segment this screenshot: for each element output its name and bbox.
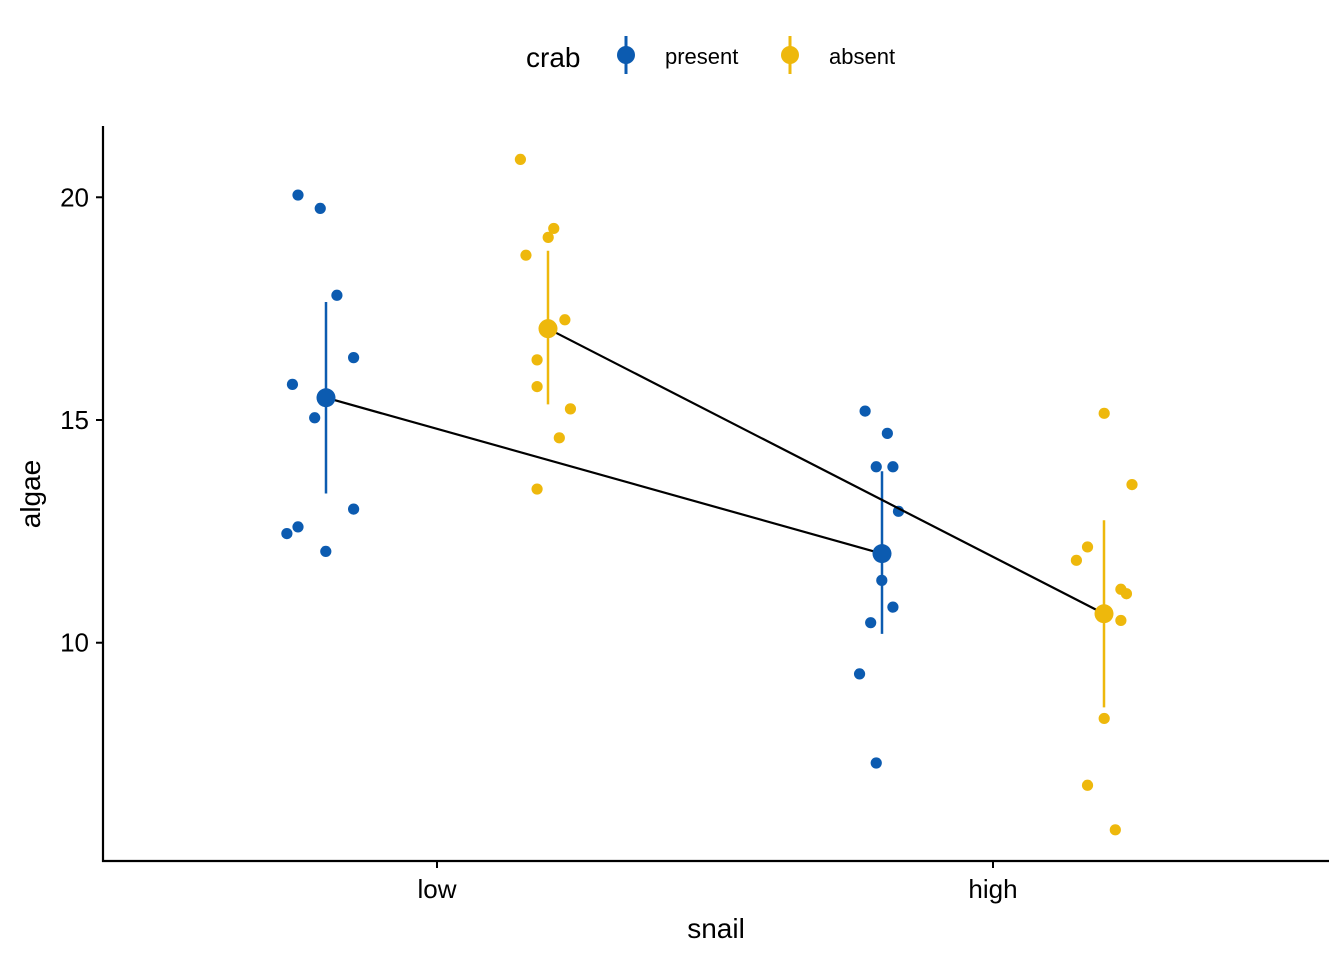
data-point-absent xyxy=(1120,588,1133,600)
legend-key-present-dot xyxy=(617,46,635,64)
x-tick-label: high xyxy=(968,874,1017,904)
mean-line-layer xyxy=(325,327,1105,615)
mean-point-present xyxy=(872,544,892,564)
mean-line-present xyxy=(325,396,883,555)
y-axis-title: algae xyxy=(15,460,46,529)
data-point-absent xyxy=(1098,407,1110,419)
points-layer xyxy=(281,153,1138,836)
data-point-absent xyxy=(553,432,565,444)
y-ticks: 10 15 20 xyxy=(60,182,103,658)
mean-point-absent xyxy=(538,319,558,339)
legend-label-present: present xyxy=(665,44,738,69)
data-point-present xyxy=(887,461,899,473)
data-point-absent xyxy=(559,314,571,326)
errorbar-layer xyxy=(324,250,1106,708)
mean-point-layer xyxy=(316,319,1114,624)
data-point-absent xyxy=(520,249,532,261)
legend-key-absent-dot xyxy=(781,46,799,64)
legend-key-present xyxy=(617,36,635,74)
data-point-absent xyxy=(1115,614,1127,627)
data-point-present xyxy=(859,405,871,417)
data-point-present xyxy=(309,412,321,424)
data-point-present xyxy=(887,601,899,613)
data-point-absent xyxy=(531,380,543,393)
data-point-present xyxy=(286,378,299,390)
data-point-present xyxy=(331,289,343,301)
data-point-absent xyxy=(542,231,554,243)
x-tick-label: low xyxy=(417,874,456,904)
data-point-present xyxy=(292,521,304,533)
data-point-present xyxy=(320,545,332,558)
mean-line-absent xyxy=(547,327,1105,615)
data-point-absent xyxy=(564,403,577,415)
data-point-absent xyxy=(1081,779,1094,791)
legend: crab present absent xyxy=(526,36,895,74)
y-tick-label: 20 xyxy=(60,182,89,212)
legend-key-absent xyxy=(781,36,799,74)
data-point-absent xyxy=(548,222,560,235)
x-axis-title: snail xyxy=(687,913,745,944)
data-point-present xyxy=(314,202,326,215)
data-point-absent xyxy=(1109,824,1121,836)
data-point-present xyxy=(853,668,866,680)
data-point-present xyxy=(348,503,360,515)
data-point-absent xyxy=(1126,478,1138,491)
data-point-present xyxy=(348,352,360,364)
data-point-absent xyxy=(1081,541,1094,553)
data-point-absent xyxy=(1098,712,1110,725)
data-point-present xyxy=(881,427,893,439)
mean-point-present xyxy=(316,388,336,408)
data-point-present xyxy=(870,461,882,473)
data-point-present xyxy=(892,505,905,517)
mean-point-absent xyxy=(1094,604,1114,624)
data-point-present xyxy=(292,189,304,201)
data-point-absent xyxy=(531,354,543,366)
legend-label-absent: absent xyxy=(829,44,895,69)
legend-title: crab xyxy=(526,42,580,73)
data-point-present xyxy=(870,757,882,769)
y-tick-label: 15 xyxy=(60,405,89,435)
data-point-present xyxy=(865,617,877,629)
x-ticks: low high xyxy=(417,861,1018,904)
data-point-present xyxy=(281,527,293,540)
data-point-absent xyxy=(1070,554,1082,566)
y-tick-label: 10 xyxy=(60,628,89,658)
data-point-absent xyxy=(514,153,527,166)
data-point-absent xyxy=(531,483,543,495)
